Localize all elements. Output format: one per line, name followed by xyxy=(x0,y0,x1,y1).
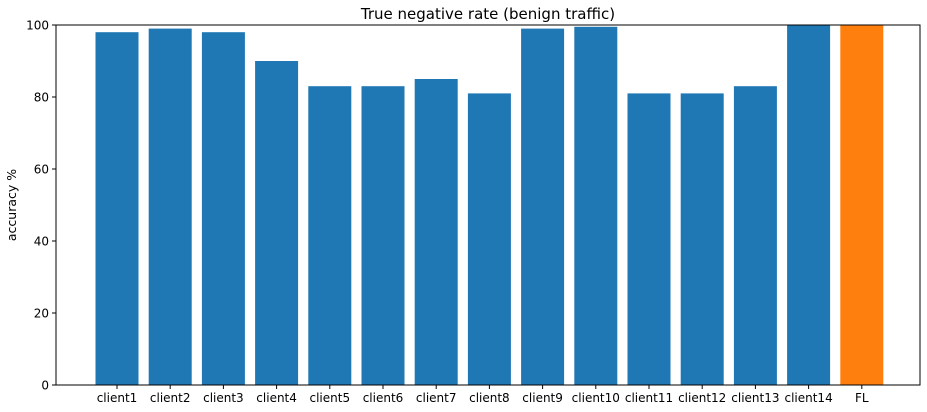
chart-title: True negative rate (benign traffic) xyxy=(360,5,615,23)
y-tick-label: 20 xyxy=(34,307,49,321)
x-tick-label: client1 xyxy=(97,391,138,405)
y-tick-label: 60 xyxy=(34,163,49,177)
x-tick-label: client6 xyxy=(363,391,404,405)
x-tick-label: client9 xyxy=(522,391,563,405)
x-tick-label: client12 xyxy=(678,391,726,405)
x-tick-label: client13 xyxy=(731,391,779,405)
x-tick-label: client10 xyxy=(572,391,620,405)
x-tick-label: client4 xyxy=(256,391,297,405)
bar-client12 xyxy=(680,93,724,386)
bar-client7 xyxy=(414,79,458,385)
x-tick-label: client2 xyxy=(150,391,191,405)
y-tick-label: 80 xyxy=(34,91,49,105)
bar-client8 xyxy=(467,93,511,386)
bar-client6 xyxy=(361,86,405,385)
bar-client3 xyxy=(201,32,245,385)
plot-area-frame xyxy=(55,24,921,386)
y-tick-label: 100 xyxy=(26,19,49,33)
y-axis-label: accuracy % xyxy=(4,169,19,241)
x-axis-ticks: client1 client2 client3 client4 client5 clien… xyxy=(97,385,869,405)
x-tick-label: client8 xyxy=(469,391,510,405)
bar-client11 xyxy=(627,93,671,386)
x-tick-label: client7 xyxy=(416,391,457,405)
x-tick-label: client5 xyxy=(310,391,351,405)
x-tick-label: FL xyxy=(855,391,869,405)
bar-client2 xyxy=(148,28,192,385)
bar-client5 xyxy=(308,86,352,385)
x-tick-label: client11 xyxy=(625,391,673,405)
bar-FL xyxy=(840,25,884,385)
y-tick-label: 40 xyxy=(34,235,49,249)
bar-client14 xyxy=(787,25,831,385)
y-axis-ticks: 0 20 40 60 80 100 xyxy=(26,19,56,393)
bar-client4 xyxy=(255,61,299,385)
x-tick-label: client3 xyxy=(203,391,244,405)
bar-client13 xyxy=(733,86,777,385)
bar-client10 xyxy=(574,26,618,386)
bar-client1 xyxy=(95,32,139,385)
bars-group xyxy=(95,25,884,386)
x-tick-label: client14 xyxy=(784,391,832,405)
y-tick-label: 0 xyxy=(41,379,49,393)
bar-client9 xyxy=(521,28,565,385)
